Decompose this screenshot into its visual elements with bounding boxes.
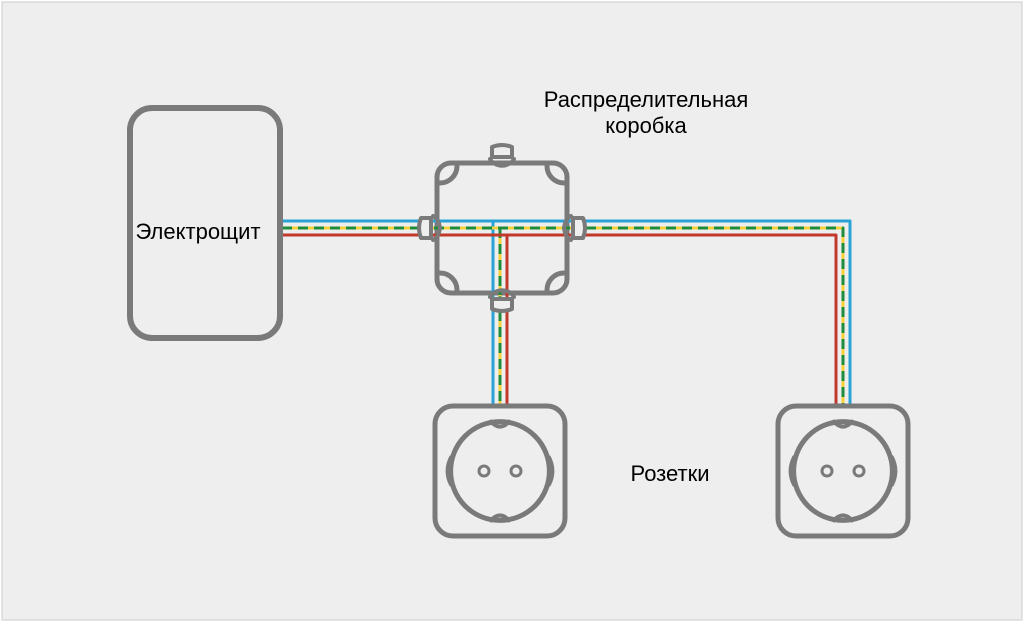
label-panel: Электрощит	[135, 219, 260, 245]
wiring-diagram: Электрощит Распределительная коробка Роз…	[0, 0, 1024, 622]
label-sockets: Розетки	[630, 461, 709, 487]
diagram-svg	[0, 0, 1024, 622]
label-junction: Распределительная коробка	[544, 87, 748, 139]
socket-left	[435, 406, 565, 536]
socket-right	[778, 406, 908, 536]
